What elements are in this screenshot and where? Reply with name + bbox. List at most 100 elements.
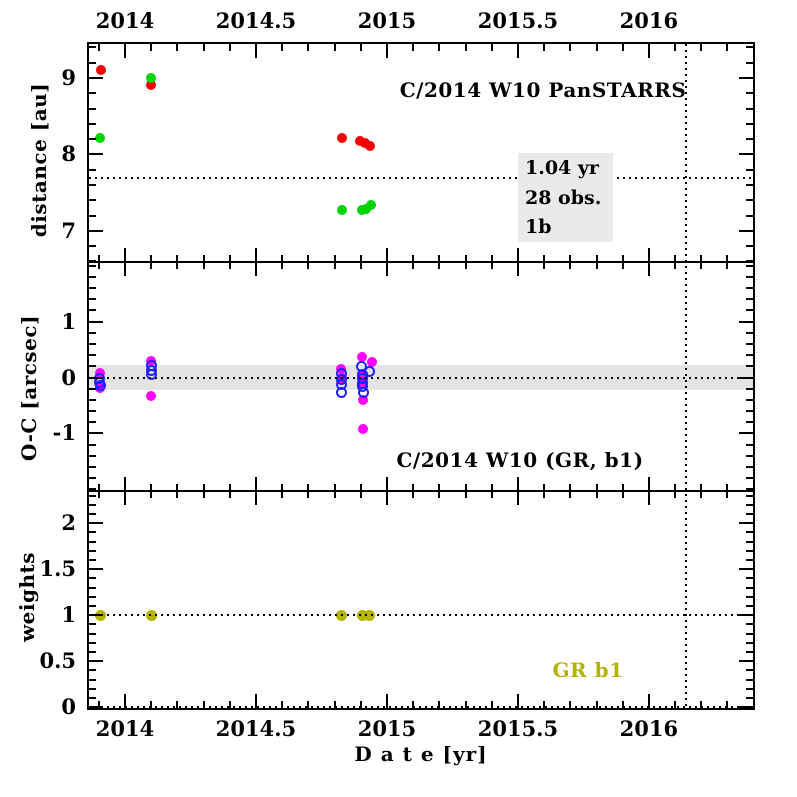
y-tick [739, 76, 753, 79]
x-tick [752, 701, 755, 708]
y-tick [89, 559, 96, 562]
y-tick [746, 410, 753, 412]
x-tick [752, 484, 755, 498]
y-tick [89, 669, 96, 672]
y-tick [746, 678, 753, 681]
y-tick [746, 264, 753, 267]
y-tick [89, 376, 103, 379]
y-tick [746, 107, 753, 110]
x-tick [150, 44, 153, 51]
y-tick [89, 387, 96, 390]
y-tick [89, 331, 96, 334]
y-tick [89, 410, 96, 412]
panel-divider-2 [87, 490, 755, 492]
x-tick [254, 44, 257, 58]
y-tick [89, 454, 96, 457]
x-tick [176, 484, 179, 498]
y-tick [89, 260, 96, 263]
y-tick [739, 229, 753, 232]
x-tick [726, 44, 729, 51]
y-tick [89, 298, 96, 301]
y-tick [89, 92, 96, 95]
y-tick [746, 260, 753, 263]
x-tick [202, 701, 205, 708]
y-tick-label: 1.5 [39, 556, 76, 582]
y-tick [89, 687, 96, 690]
y-tick [746, 454, 753, 457]
x-tick [490, 484, 493, 498]
y-tick [89, 595, 96, 598]
y-tick [746, 354, 753, 357]
y-tick [746, 298, 753, 301]
axis-label-o-c: O-C [arcsec] [17, 314, 41, 462]
y-tick [89, 540, 96, 543]
x-tick [281, 484, 284, 498]
y-tick-label: 1 [61, 602, 76, 628]
x-tick [647, 44, 650, 58]
y-tick [739, 522, 753, 525]
y-tick [739, 568, 753, 571]
x-tick [543, 701, 546, 708]
y-tick [89, 513, 96, 516]
y-tick [89, 153, 103, 156]
y-tick [89, 549, 96, 552]
x-tick [359, 484, 362, 498]
x-tick [595, 484, 598, 498]
x-tick [123, 248, 126, 276]
x-tick [464, 44, 467, 51]
y-tick-labels: 7 8 9 -1 0 1 0 0.5 1 1.5 2 [0, 42, 82, 719]
x-tick [385, 694, 388, 708]
y-tick [746, 687, 753, 690]
y-tick [746, 168, 753, 171]
y-tick [746, 309, 753, 312]
y-tick [746, 513, 753, 516]
x-tick [385, 44, 388, 58]
x-tick-label: 2015 [357, 8, 417, 33]
x-tick [412, 484, 415, 498]
y-tick [89, 503, 96, 506]
x-tick [97, 484, 100, 498]
y-tick [89, 76, 103, 79]
y-tick [89, 168, 96, 171]
x-tick [412, 255, 415, 269]
y-tick [89, 494, 96, 497]
data-point-residual-magenta [95, 368, 106, 379]
y-tick [89, 342, 96, 345]
x-tick [307, 701, 310, 708]
y-tick [746, 549, 753, 552]
y-tick [89, 477, 96, 480]
x-tick [97, 255, 100, 269]
x-tick [595, 44, 598, 51]
x-tick [700, 44, 703, 51]
y-tick [746, 559, 753, 562]
x-tick [726, 701, 729, 708]
frame-right [753, 42, 755, 710]
reference-line [89, 177, 753, 180]
y-tick [89, 697, 96, 700]
x-tick [464, 255, 467, 269]
y-tick [739, 706, 753, 709]
x-tick [202, 484, 205, 498]
data-point-distance-green [146, 72, 157, 83]
x-tick [123, 694, 126, 708]
epoch-line [684, 44, 687, 708]
y-tick [89, 623, 96, 626]
data-point-residual-blue [357, 387, 369, 399]
x-tick [359, 255, 362, 269]
y-tick [89, 199, 96, 202]
x-tick-label: 2014 [95, 8, 155, 33]
y-tick [89, 522, 103, 525]
x-tick [359, 701, 362, 708]
y-tick [89, 309, 96, 312]
x-tick [202, 255, 205, 269]
x-tick [700, 484, 703, 498]
y-tick [89, 660, 103, 663]
y-tick-label: 0 [61, 694, 76, 720]
y-tick [89, 46, 96, 49]
y-tick [89, 275, 96, 278]
x-tick [674, 255, 677, 269]
y-tick [89, 107, 96, 110]
y-tick [746, 421, 753, 424]
y-tick [89, 488, 96, 491]
